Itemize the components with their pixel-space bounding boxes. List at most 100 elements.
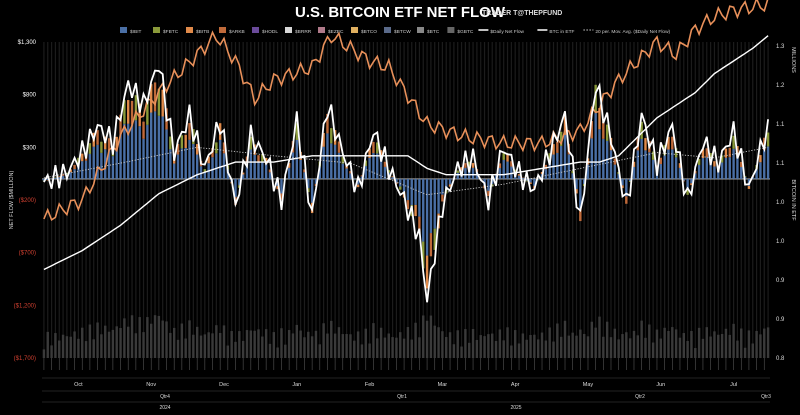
volume-bar xyxy=(77,338,80,358)
other-etf-bar xyxy=(142,121,145,139)
ibit-bar xyxy=(517,175,521,179)
ibit-bar xyxy=(372,153,375,179)
other-etf-bar xyxy=(127,100,130,124)
ibit-bar xyxy=(548,160,551,179)
other-etf-bar xyxy=(414,204,417,217)
ibit-bar xyxy=(176,154,180,179)
volume-bar xyxy=(188,320,191,358)
volume-bar xyxy=(609,337,613,358)
other-etf-bar xyxy=(529,182,532,184)
ibit-bar xyxy=(172,163,176,179)
ibit-bar xyxy=(96,144,99,179)
volume-bar xyxy=(563,320,567,358)
legend-swatch xyxy=(186,27,193,33)
other-etf-bar xyxy=(169,136,172,150)
volume-bar xyxy=(717,334,720,358)
volume-bar xyxy=(58,340,61,358)
ibit-bar xyxy=(636,150,640,179)
other-etf-bar xyxy=(628,181,632,182)
ibit-bar xyxy=(46,178,49,180)
legend-label: $ARKB xyxy=(229,29,245,35)
volume-bar xyxy=(521,333,525,358)
ibit-bar xyxy=(353,178,356,180)
volume-bar xyxy=(234,341,237,358)
ibit-bar xyxy=(536,178,540,180)
other-etf-bar xyxy=(418,216,421,233)
legend-swatch xyxy=(153,27,160,33)
ibit-bar xyxy=(195,154,199,179)
other-etf-bar xyxy=(61,174,65,176)
legend-swatch xyxy=(120,27,127,33)
volume-bar xyxy=(54,333,57,358)
other-etf-bar xyxy=(107,138,111,151)
ibit-bar xyxy=(314,178,318,184)
volume-bar xyxy=(483,336,486,358)
other-etf-bar xyxy=(379,150,383,159)
volume-bar xyxy=(441,331,444,358)
volume-bar xyxy=(81,327,84,358)
volume-bar xyxy=(418,337,421,358)
other-etf-bar xyxy=(100,141,103,153)
ibit-bar xyxy=(268,172,272,179)
ibit-bar xyxy=(625,178,628,197)
volume-bar xyxy=(138,317,141,358)
ibit-bar xyxy=(697,164,701,179)
ibit-bar xyxy=(318,166,321,179)
volume-bar xyxy=(142,332,145,358)
other-etf-bar xyxy=(724,148,728,158)
ibit-bar xyxy=(383,166,387,179)
ibit-bar xyxy=(104,149,107,179)
ibit-bar xyxy=(115,149,118,179)
other-etf-bar xyxy=(146,101,149,125)
volume-bar xyxy=(330,320,333,358)
volume-bar xyxy=(456,330,459,358)
volume-bar xyxy=(402,338,406,358)
ibit-bar xyxy=(295,139,298,179)
volume-bar xyxy=(740,328,743,358)
ibit-bar xyxy=(69,172,72,179)
volume-bar xyxy=(766,327,770,358)
volume-bar xyxy=(349,334,352,358)
ibit-bar xyxy=(73,169,76,179)
other-etf-bar xyxy=(422,241,425,269)
volume-bar xyxy=(150,323,153,358)
ibit-bar xyxy=(150,112,153,179)
ibit-bar xyxy=(433,178,436,229)
other-etf-bar xyxy=(625,196,628,204)
volume-bar xyxy=(318,344,321,358)
volume-bar xyxy=(180,323,184,358)
other-etf-bar xyxy=(468,161,471,167)
legend-label: $GBTC xyxy=(457,29,474,35)
ibit-bar xyxy=(203,172,207,179)
volume-bar xyxy=(475,339,479,358)
other-etf-bar xyxy=(559,131,563,146)
ibit-bar xyxy=(617,174,620,179)
other-etf-bar xyxy=(697,158,701,165)
volume-bar xyxy=(299,330,302,358)
other-etf-bar xyxy=(448,184,452,187)
other-etf-bar xyxy=(69,169,72,173)
ibit-bar xyxy=(119,133,122,179)
ibit-bar xyxy=(464,167,467,179)
volume-bar xyxy=(506,327,509,358)
volume-bar xyxy=(602,336,605,358)
volume-bar xyxy=(755,330,758,358)
quarter-label: Qtr1 xyxy=(397,394,407,400)
other-etf-bar xyxy=(356,184,360,188)
ibit-bar xyxy=(571,173,574,179)
ibit-bar xyxy=(510,166,513,179)
ibit-bar xyxy=(563,134,567,179)
volume-bar xyxy=(157,315,161,358)
volume-bar xyxy=(678,337,682,358)
ibit-bar xyxy=(77,164,80,179)
ibit-bar xyxy=(468,166,471,179)
ibit-bar xyxy=(61,175,65,179)
volume-bar xyxy=(724,328,728,358)
volume-bar xyxy=(100,334,103,358)
other-etf-bar xyxy=(678,163,682,168)
volume-bar xyxy=(146,317,149,358)
other-etf-bar xyxy=(514,169,517,173)
volume-bar xyxy=(571,332,574,358)
ibit-bar xyxy=(644,150,647,179)
volume-bar xyxy=(640,320,643,358)
